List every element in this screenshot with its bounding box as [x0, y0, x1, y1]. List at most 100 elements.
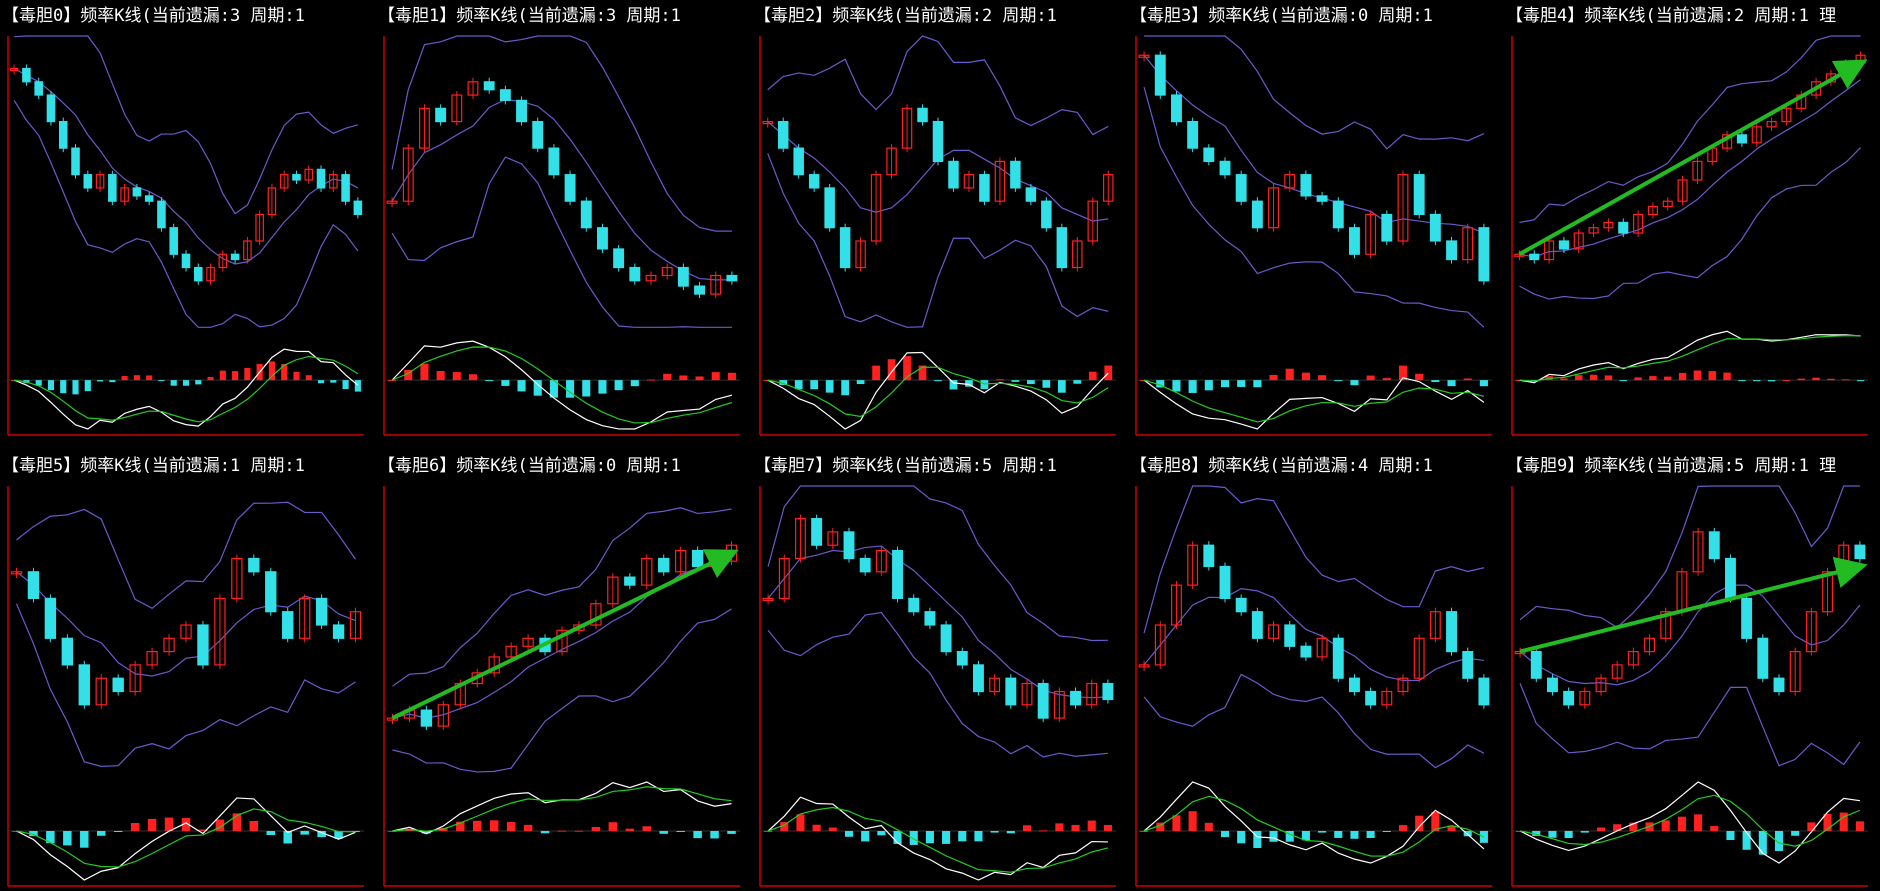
macd-bar [1723, 372, 1731, 381]
macd-bar [949, 380, 958, 390]
macd-bar [80, 831, 89, 848]
candle [298, 597, 311, 639]
band-line [392, 608, 732, 773]
candle [9, 67, 19, 72]
macd-bar [582, 380, 591, 397]
macd-bar [925, 831, 934, 844]
candle [940, 624, 952, 653]
candle [1070, 690, 1082, 706]
macd-bar [29, 831, 38, 837]
candle [726, 274, 738, 282]
macd-bar [1738, 380, 1746, 382]
macd-bar [1580, 831, 1589, 833]
candle [1072, 240, 1083, 269]
candle [34, 81, 43, 96]
macd-line [392, 781, 732, 835]
macd-bar [293, 371, 300, 381]
panel-title: 【毒胆8】频率K线(当前遗漏:4 周期:1 [1130, 456, 1433, 476]
macd-bar [1071, 824, 1080, 831]
macd-bar [1285, 831, 1294, 842]
candle [1446, 240, 1458, 261]
candle [71, 147, 80, 176]
candle [95, 174, 105, 189]
candle [315, 597, 328, 626]
candle [1365, 213, 1377, 255]
macd-bar [780, 822, 789, 831]
macd-bar [779, 380, 788, 385]
candle [1822, 571, 1834, 613]
macd-line [767, 796, 1108, 881]
macd-bar [887, 359, 896, 381]
macd-line [1519, 330, 1861, 384]
candle [1316, 637, 1328, 658]
macd-bar [1188, 380, 1197, 393]
macd-bar [147, 818, 157, 831]
band-line [13, 100, 359, 328]
candle [1170, 584, 1182, 626]
macd-bar [1204, 380, 1213, 391]
macd-bar [810, 380, 819, 390]
candle [839, 227, 851, 269]
macd-bar [1548, 831, 1557, 838]
candle [645, 274, 657, 282]
macd-bar [918, 365, 927, 381]
macd-bar [1774, 831, 1784, 852]
band-line [391, 35, 732, 232]
candle [1187, 120, 1199, 149]
candle [956, 650, 968, 666]
macd-bar [517, 380, 526, 392]
candle [1316, 195, 1328, 202]
candle [1546, 677, 1558, 693]
candle [1219, 160, 1231, 176]
candle [1573, 232, 1584, 250]
candle [451, 94, 463, 123]
candle [1300, 174, 1312, 197]
macd-bar [1334, 831, 1343, 838]
candle [870, 174, 882, 242]
band-line [767, 545, 1108, 699]
macd-bar [1088, 371, 1097, 381]
candle [924, 611, 936, 626]
macd-bar [63, 831, 72, 846]
candle [1381, 213, 1393, 242]
macd-line [16, 808, 356, 868]
candle [248, 557, 260, 573]
macd-line [1143, 379, 1485, 423]
candle [1741, 597, 1753, 639]
macd-bar [828, 827, 837, 831]
candle [329, 174, 338, 189]
macd-line [1519, 794, 1861, 847]
band-line [15, 603, 356, 767]
macd-bar [1564, 831, 1573, 839]
candle [1662, 200, 1673, 208]
candle [677, 266, 689, 287]
candle [180, 624, 192, 639]
macd-bar [598, 380, 607, 394]
candle [859, 557, 871, 573]
candle [843, 531, 855, 560]
macd-bar [1767, 380, 1776, 382]
macd-bar [1087, 820, 1096, 831]
candle [979, 174, 990, 202]
macd-bar [422, 831, 431, 834]
macd-bar [1204, 822, 1213, 831]
macd-bar [60, 380, 67, 394]
macd-bar [1188, 811, 1197, 831]
candle [811, 517, 823, 546]
candle [129, 664, 141, 693]
macd-bar [1269, 374, 1278, 381]
macd-bar [549, 380, 558, 398]
candle [590, 603, 602, 626]
macd-bar [456, 821, 465, 831]
band-line [392, 507, 732, 687]
macd-bar [1710, 826, 1719, 831]
panel-title: 【毒胆5】频率K线(当前遗漏:1 周期:1 [2, 456, 305, 476]
macd-bar [540, 831, 550, 834]
candle [163, 637, 175, 653]
candle [1203, 147, 1215, 162]
macd-bar [354, 380, 361, 392]
candle [1397, 677, 1409, 693]
macd-bar [1055, 823, 1064, 831]
macd-bar [84, 380, 91, 392]
